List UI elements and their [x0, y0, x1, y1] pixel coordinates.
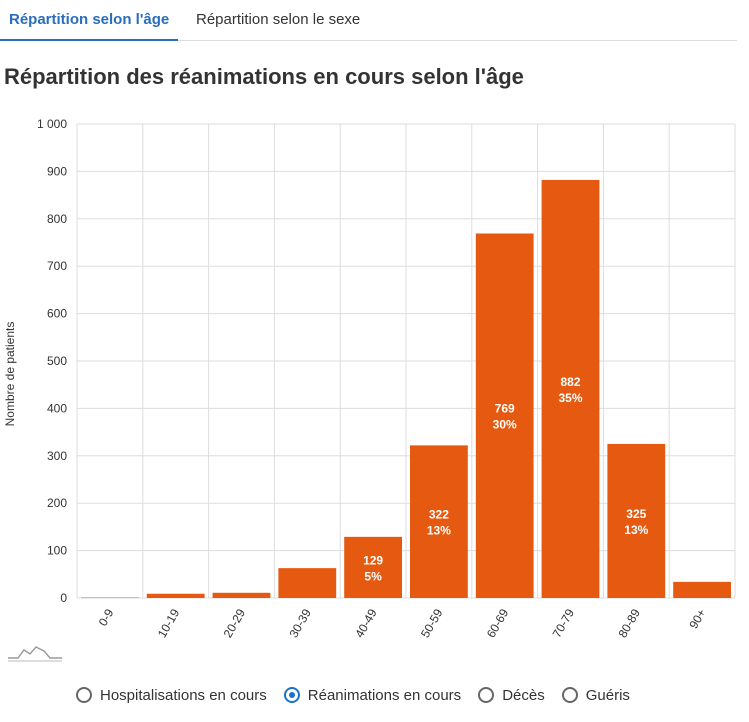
y-tick-label: 700 — [47, 259, 67, 273]
radio-circle[interactable] — [561, 687, 578, 703]
bar-80-89[interactable] — [607, 443, 666, 598]
y-tick-label: 1 000 — [37, 117, 67, 131]
tab-age[interactable]: Répartition selon l'âge — [0, 0, 179, 41]
y-tick-label: 0 — [60, 591, 67, 605]
radio-deces[interactable]: Décès — [478, 687, 545, 704]
x-tick-label: 80-89 — [615, 606, 643, 640]
bar-50-59[interactable] — [410, 445, 468, 598]
x-tick-label: 70-79 — [550, 606, 578, 640]
page-title: Répartition des réanimations en cours se… — [4, 64, 524, 89]
data-labels: 129 5% 322 13% 769 30% 882 35% 325 13% — [363, 375, 649, 583]
chart-bars — [81, 179, 731, 599]
bar-percent-label: 5% — [364, 569, 382, 583]
radio-hospitalisations[interactable]: Hospitalisations en cours — [76, 687, 267, 704]
bar-percent-label: 35% — [558, 391, 582, 405]
y-tick-label: 400 — [47, 401, 67, 415]
bar-10-19[interactable] — [146, 593, 205, 598]
bar-data-label: 129 — [363, 553, 383, 567]
y-tick-label: 800 — [47, 212, 67, 226]
metric-radio-group: Hospitalisations en cours Réanimations e… — [76, 682, 647, 708]
bar-90+[interactable] — [673, 581, 731, 598]
bar-chart: 0 100 200 300 400 500 600 700 800 900 1 000 0-9 10-… — [3, 117, 736, 662]
y-tick-label: 600 — [47, 307, 67, 321]
bar-70-79[interactable] — [541, 179, 600, 598]
x-axis-labels: 0-9 10-19 20-29 30-39 40-49 50-59 60-69 70-79 80… — [96, 606, 709, 640]
y-axis-labels: 0 100 200 300 400 500 600 700 800 900 1 000 — [37, 117, 67, 605]
bar-percent-label: 30% — [493, 418, 517, 432]
x-tick-label: 30-39 — [286, 606, 314, 640]
y-tick-label: 300 — [47, 449, 67, 463]
y-tick-label: 900 — [47, 164, 67, 178]
radio-circle-selected[interactable] — [283, 687, 300, 703]
x-tick-label: 90+ — [686, 607, 708, 632]
y-axis-title: Nombre de patients — [3, 322, 17, 427]
radio-circle[interactable] — [76, 687, 92, 703]
y-tick-label: 100 — [47, 544, 67, 558]
bar-data-label: 769 — [495, 402, 515, 416]
bar-40-49[interactable] — [344, 536, 402, 598]
bar-30-39[interactable] — [278, 568, 337, 598]
tab-bar: Répartition selon l'âge Répartition selo… — [0, 0, 737, 41]
y-tick-label: 500 — [47, 354, 67, 368]
bar-percent-label: 13% — [427, 524, 451, 538]
radio-label: Guéris — [585, 686, 630, 704]
x-tick-label: 40-49 — [352, 606, 380, 640]
bar-60-69[interactable] — [475, 233, 534, 598]
sparkline-icon[interactable] — [8, 646, 62, 662]
radio-label: Hospitalisations en cours — [100, 686, 267, 704]
radio-gueris[interactable]: Guéris — [561, 686, 630, 704]
x-tick-label: 10-19 — [155, 606, 183, 640]
y-tick-label: 200 — [47, 496, 67, 510]
bar-percent-label: 13% — [624, 523, 648, 537]
radio-circle[interactable] — [478, 687, 495, 703]
x-tick-label: 60-69 — [484, 606, 512, 640]
chart-grid — [76, 123, 736, 599]
bar-data-label: 882 — [560, 375, 580, 389]
radio-label: Décès — [502, 686, 545, 704]
tab-sexe[interactable]: Répartition selon le sexe — [196, 11, 361, 28]
bar-20-29[interactable] — [212, 592, 271, 598]
x-tick-label: 50-59 — [418, 606, 446, 640]
x-tick-label: 0-9 — [96, 606, 117, 628]
bar-data-label: 325 — [626, 507, 646, 521]
bar-0-9[interactable] — [81, 597, 139, 599]
radio-label: Réanimations en cours — [307, 686, 462, 704]
x-tick-label: 20-29 — [221, 606, 249, 640]
radio-reanimations[interactable]: Réanimations en cours — [283, 686, 462, 704]
bar-data-label: 322 — [429, 508, 449, 522]
